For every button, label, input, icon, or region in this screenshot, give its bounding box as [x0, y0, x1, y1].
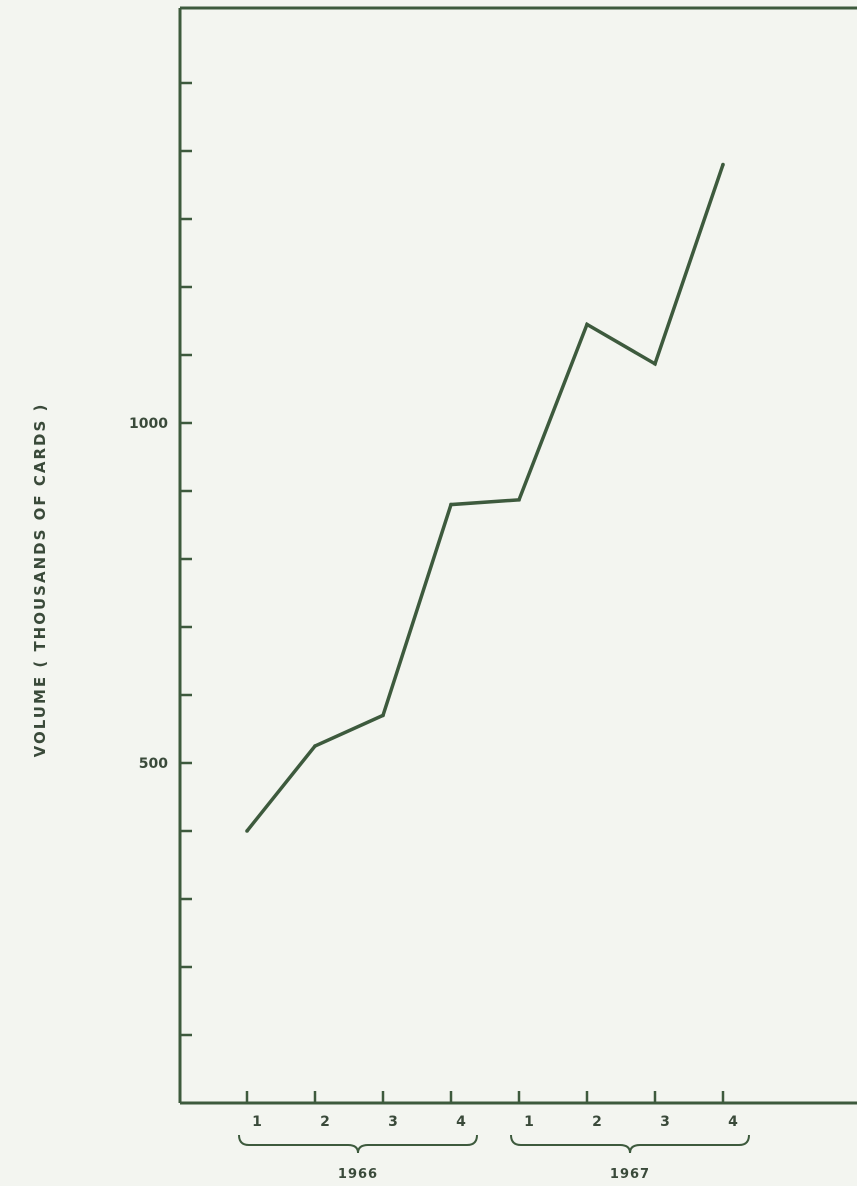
axes — [178, 6, 857, 1105]
data-point — [721, 162, 725, 167]
data-point — [449, 502, 453, 507]
x-tick-label: 4 — [728, 1114, 738, 1130]
x-tick-label: 4 — [456, 1114, 466, 1130]
x-tick-label: 1 — [252, 1114, 262, 1130]
x-tick-label: 3 — [388, 1114, 398, 1130]
x-tick-label: 2 — [592, 1114, 602, 1130]
data-point — [585, 322, 589, 327]
data-point — [381, 713, 385, 718]
year-brace — [238, 1134, 478, 1154]
year-label: 1967 — [610, 1167, 650, 1182]
data-point — [313, 744, 317, 748]
y-tick-label: 1000 — [129, 416, 168, 432]
year-brace — [510, 1134, 750, 1154]
y-axis-ticks: 500 1000 — [129, 81, 192, 1037]
year-groups: 1966 1967 — [238, 1134, 750, 1182]
y-tick-label: 500 — [139, 756, 168, 772]
x-tick-label: 1 — [524, 1114, 534, 1130]
data-point — [517, 498, 521, 502]
series-layer — [245, 162, 725, 833]
x-tick-label: 3 — [660, 1114, 670, 1130]
series-line — [245, 164, 725, 833]
data-point — [245, 829, 249, 833]
data-point — [653, 362, 657, 366]
year-label: 1966 — [338, 1167, 378, 1182]
y-axis-title: VOLUME ( THOUSANDS OF CARDS ) — [31, 403, 49, 758]
x-axis-ticks: 1 2 3 4 1 2 3 4 — [245, 1091, 738, 1130]
x-tick-label: 2 — [320, 1114, 330, 1130]
